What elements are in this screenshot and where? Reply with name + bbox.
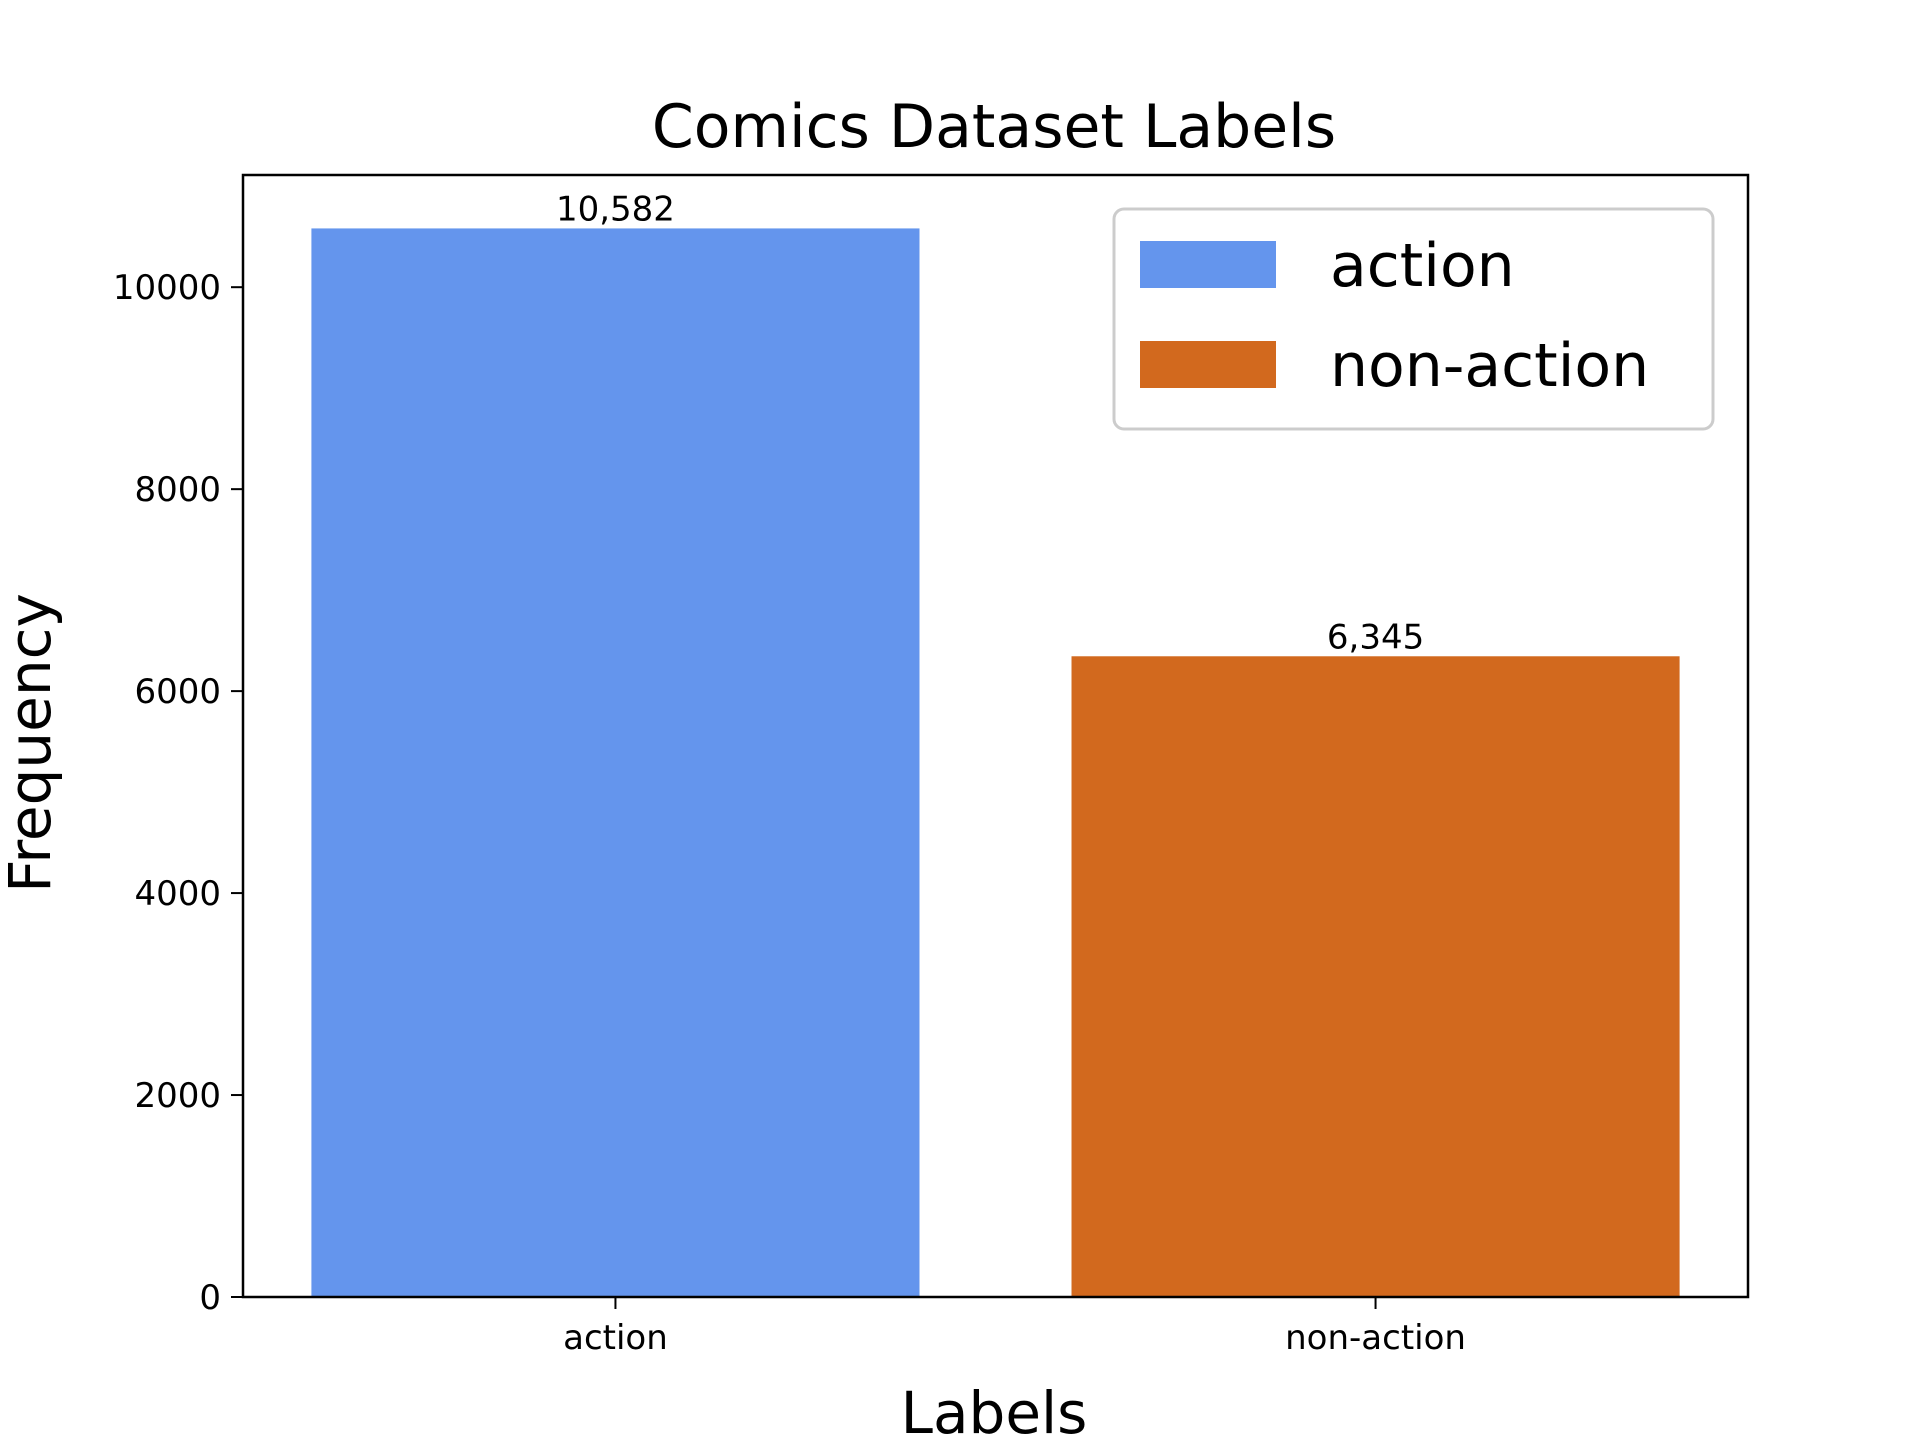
y-axis-ticks: 0 2000 4000 6000 8000 10000 — [113, 268, 243, 1318]
plot-frame — [241, 173, 1750, 1299]
bars-layer — [311, 228, 1680, 1298]
y-tick-label-4000: 4000 — [134, 874, 221, 914]
y-tick-label-0: 0 — [199, 1278, 221, 1318]
value-label-action: 10,582 — [556, 189, 675, 229]
chart-title: Comics Dataset Labels — [652, 92, 1336, 162]
legend-swatch-action — [1140, 241, 1276, 288]
value-label-non-action: 6,345 — [1327, 617, 1424, 657]
bar-action — [311, 228, 920, 1298]
legend-label-non-action: non-action — [1330, 331, 1649, 401]
legend-swatch-non-action — [1140, 341, 1276, 388]
bar-non-action — [1071, 656, 1680, 1297]
legend: action non-action — [1112, 207, 1715, 431]
value-labels-layer: 10,582 6,345 — [556, 189, 1424, 657]
x-axis-title: Labels — [901, 1379, 1088, 1440]
x-axis-ticks: action non-action — [563, 1297, 1466, 1358]
y-axis-title: Frequency — [0, 593, 64, 893]
y-tick-label-10000: 10000 — [113, 268, 221, 308]
legend-label-action: action — [1330, 231, 1515, 301]
y-tick-label-6000: 6000 — [134, 672, 221, 712]
x-tick-label-action: action — [563, 1318, 668, 1358]
y-tick-label-8000: 8000 — [134, 470, 221, 510]
x-tick-label-non-action: non-action — [1285, 1318, 1466, 1358]
y-tick-label-2000: 2000 — [134, 1076, 221, 1116]
